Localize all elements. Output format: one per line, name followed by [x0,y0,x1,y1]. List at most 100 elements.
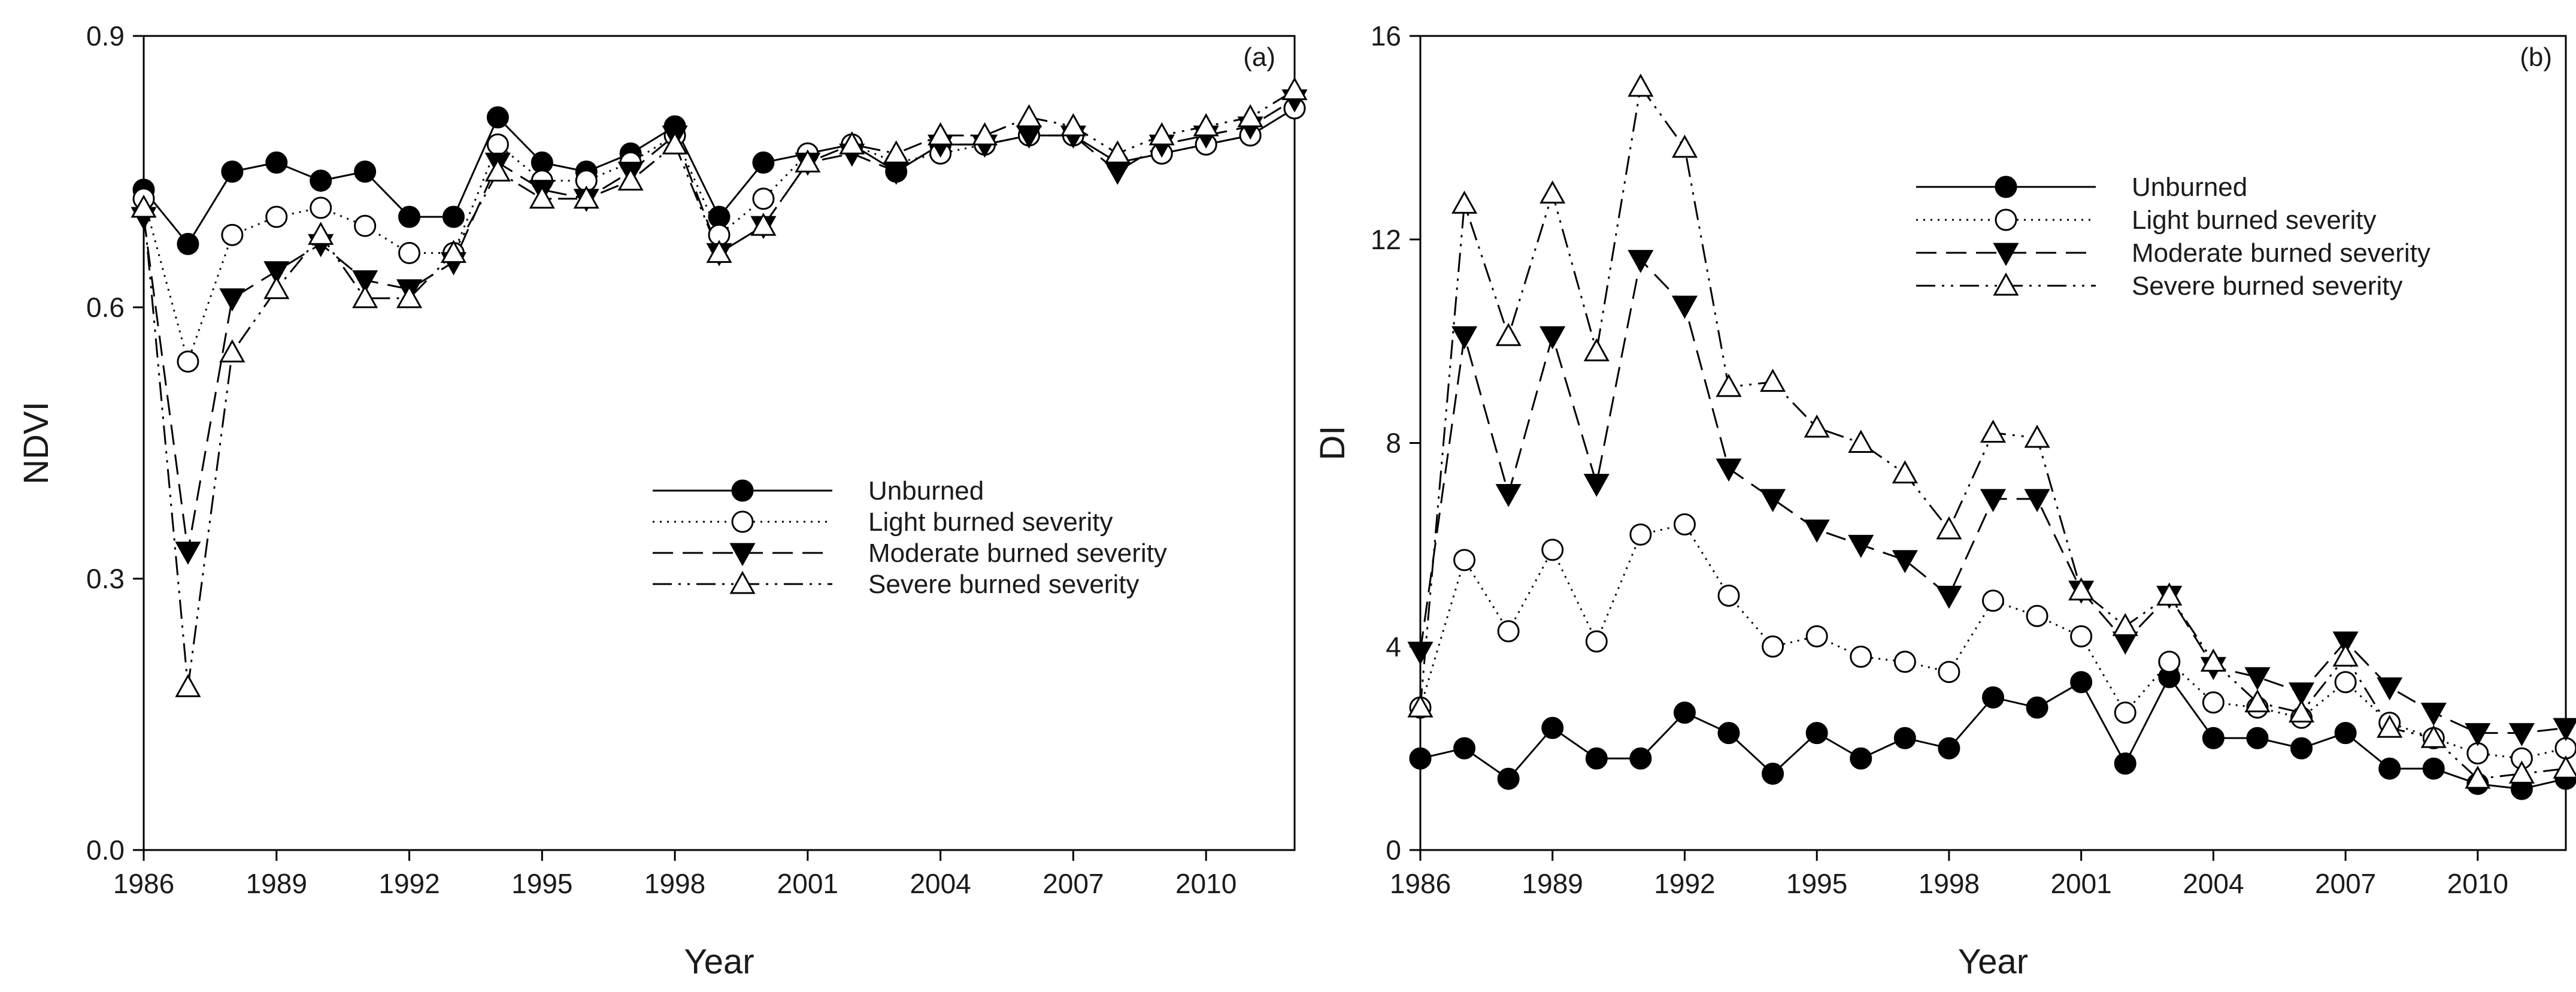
data-point-series-3 [219,288,246,311]
y-axis-title: DI [1313,426,1352,461]
data-point-series-1 [752,151,775,174]
data-point-series-1 [177,232,199,255]
chart-panel-b: 1986 1989 1992 1995 1998 2001 2004 2007 2010 0 4 8 1… [1313,20,2576,981]
data-point-series-1 [2378,757,2401,780]
data-point-series-1 [265,151,288,174]
legend-label-4: Severe burned severity [868,570,1139,599]
data-point-series-1 [1673,701,1696,724]
chart-panel-a: 1986 1989 1992 1995 1998 2001 2004 2007 2010 0.0 0… [17,20,1308,981]
data-point-series-4 [484,158,511,182]
x-tick-label: 2001 [2050,868,2111,899]
data-point-series-4 [396,285,423,309]
x-tick-label: 1992 [1654,868,1715,899]
data-point-series-2 [752,187,775,210]
data-point-series-3 [263,261,290,285]
data-point-series-1 [2422,757,2445,780]
data-point-series-4 [1148,122,1175,146]
series-line-4 [143,89,1295,688]
data-point-series-4 [2420,725,2447,748]
data-point-series-1 [398,205,421,228]
x-tick-label: 2010 [2447,868,2508,899]
data-point-series-1 [1805,722,1828,745]
data-point-series-4 [352,285,378,309]
data-point-series-4 [795,149,821,173]
data-point-series-2 [2026,604,2048,627]
data-point-series-3 [1892,550,1918,573]
data-point-series-2 [1850,645,1872,668]
data-point-series-2 [2334,671,2357,694]
x-tick-label: 1986 [1390,868,1451,899]
data-point-series-1 [1762,763,1784,785]
data-point-series-3 [1104,162,1131,185]
data-point-series-1 [2114,752,2136,775]
y-tick-label: 0.3 [86,563,125,594]
x-axis-title: Year [1958,942,2028,981]
x-tick-label: 2007 [2315,868,2376,899]
data-point-series-1 [2202,727,2225,749]
data-point-series-4 [1237,104,1263,128]
data-point-series-3 [2465,723,2491,746]
data-point-series-4 [1016,104,1042,128]
data-point-series-2 [1762,635,1784,658]
plot-frame [143,35,1296,851]
x-tick-label: 2004 [2183,868,2244,899]
data-point-series-2 [1541,539,1564,561]
data-point-series-4 [1451,190,1478,214]
data-point-series-1 [1893,727,1916,749]
data-point-series-1 [1850,747,1872,770]
legend-label-2: Light burned severity [2132,205,2376,235]
legend-label-4: Severe burned severity [2132,271,2402,301]
data-point-series-4 [263,276,290,300]
data-point-series-3 [1716,458,1742,482]
data-point-series-4 [928,122,954,146]
data-point-series-3 [175,542,201,565]
data-point-series-3 [1451,326,1478,350]
data-point-series-1 [354,161,377,183]
data-point-series-4 [1671,134,1698,158]
x-tick-label: 1995 [511,868,572,899]
data-point-series-4 [1539,180,1566,204]
x-axis-title: Year [684,942,754,981]
data-point-series-2 [265,205,288,228]
data-point-series-2 [1982,589,2004,612]
data-point-series-4 [175,674,201,697]
data-point-series-1 [2334,722,2357,745]
data-point-series-3 [1671,295,1698,319]
y-tick-label: 0 [1386,834,1401,866]
data-point-series-3 [1628,250,1654,273]
data-point-series-1 [221,161,244,183]
series-line-2 [143,107,1295,363]
data-point-series-4 [131,194,157,218]
data-point-series-4 [662,131,688,155]
legend-label-3: Moderate burned severity [868,539,1167,568]
data-point-series-1 [1982,686,2004,709]
x-tick-label: 2007 [1042,868,1104,899]
data-point-series-4 [971,122,998,146]
data-point-series-4 [219,339,246,362]
data-point-series-4 [2553,755,2576,779]
x-tick-label: 1995 [1786,868,1847,899]
x-tick-label: 1998 [644,868,705,899]
data-point-series-1 [2246,727,2269,749]
data-point-series-4 [2244,689,2271,713]
legend-marker-3 [1993,243,2019,267]
x-tick-label: 2001 [777,868,838,899]
legend-label-2: Light burned severity [868,507,1113,537]
data-point-series-4 [750,213,777,236]
data-point-series-3 [2244,667,2271,691]
data-point-series-4 [2508,760,2535,784]
data-point-series-4 [706,240,732,263]
x-tick-label: 1998 [1919,868,1980,899]
data-point-series-4 [617,167,644,191]
data-point-series-2 [1717,584,1740,607]
y-tick-label: 0.9 [86,20,125,52]
data-point-series-4 [1628,73,1654,97]
data-point-series-1 [1541,716,1564,739]
data-point-series-2 [1893,651,1916,673]
y-tick-label: 8 [1386,428,1401,459]
data-point-series-3 [1936,585,1962,609]
data-point-series-2 [398,241,421,264]
data-point-series-1 [1717,722,1740,745]
legend-marker-2 [1995,208,2017,231]
